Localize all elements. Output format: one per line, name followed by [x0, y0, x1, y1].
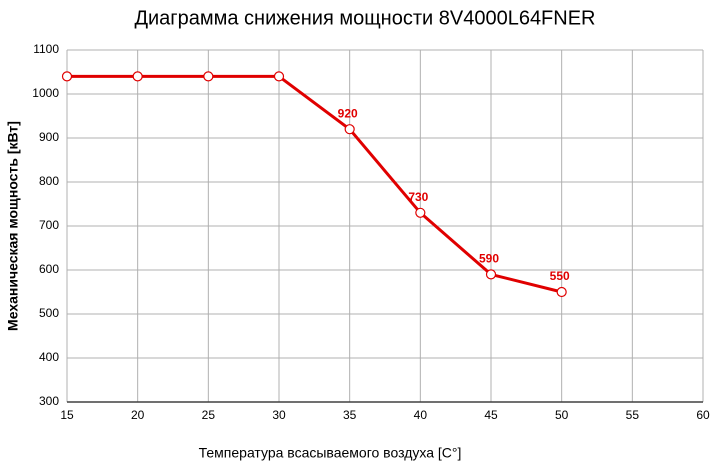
x-tick-label: 25 — [202, 408, 216, 422]
x-tick-label: 55 — [626, 408, 640, 422]
x-tick-label: 30 — [272, 408, 286, 422]
y-tick-label: 400 — [39, 350, 59, 364]
data-label: 590 — [479, 252, 499, 266]
y-tick-label: 700 — [39, 218, 59, 232]
x-tick-label: 20 — [131, 408, 145, 422]
data-point — [203, 71, 214, 82]
y-tick-label: 300 — [39, 394, 59, 408]
chart-title: Диаграмма снижения мощности 8V4000L64FNE… — [134, 7, 595, 29]
data-point — [132, 71, 143, 82]
data-point — [556, 286, 567, 298]
y-tick-label: 1100 — [33, 42, 59, 56]
x-tick-label: 15 — [60, 408, 74, 422]
x-tick-label: 35 — [343, 408, 357, 422]
data-label: 730 — [408, 190, 428, 204]
data-label: 550 — [550, 269, 570, 283]
data-point — [485, 269, 497, 280]
series-line — [67, 74, 563, 294]
y-tick-label: 800 — [39, 174, 59, 188]
x-tick-label: 45 — [484, 408, 498, 422]
data-point — [273, 71, 285, 82]
y-tick-label: 500 — [39, 306, 59, 320]
data-point — [344, 124, 355, 135]
x-tick-label: 60 — [696, 408, 710, 422]
y-tick-label: 600 — [39, 262, 59, 276]
y-tick-label: 900 — [39, 130, 59, 144]
y-axis-label: Механическая мощность [кВт] — [5, 121, 21, 331]
x-tick-label: 50 — [555, 408, 569, 422]
x-tick-label: 40 — [414, 408, 428, 422]
data-point — [61, 71, 73, 82]
x-axis-label: Температура всасываемого воздуха [C°] — [199, 445, 462, 461]
y-tick-label: 1000 — [32, 86, 59, 100]
data-point — [415, 207, 426, 218]
data-label: 920 — [338, 106, 358, 120]
